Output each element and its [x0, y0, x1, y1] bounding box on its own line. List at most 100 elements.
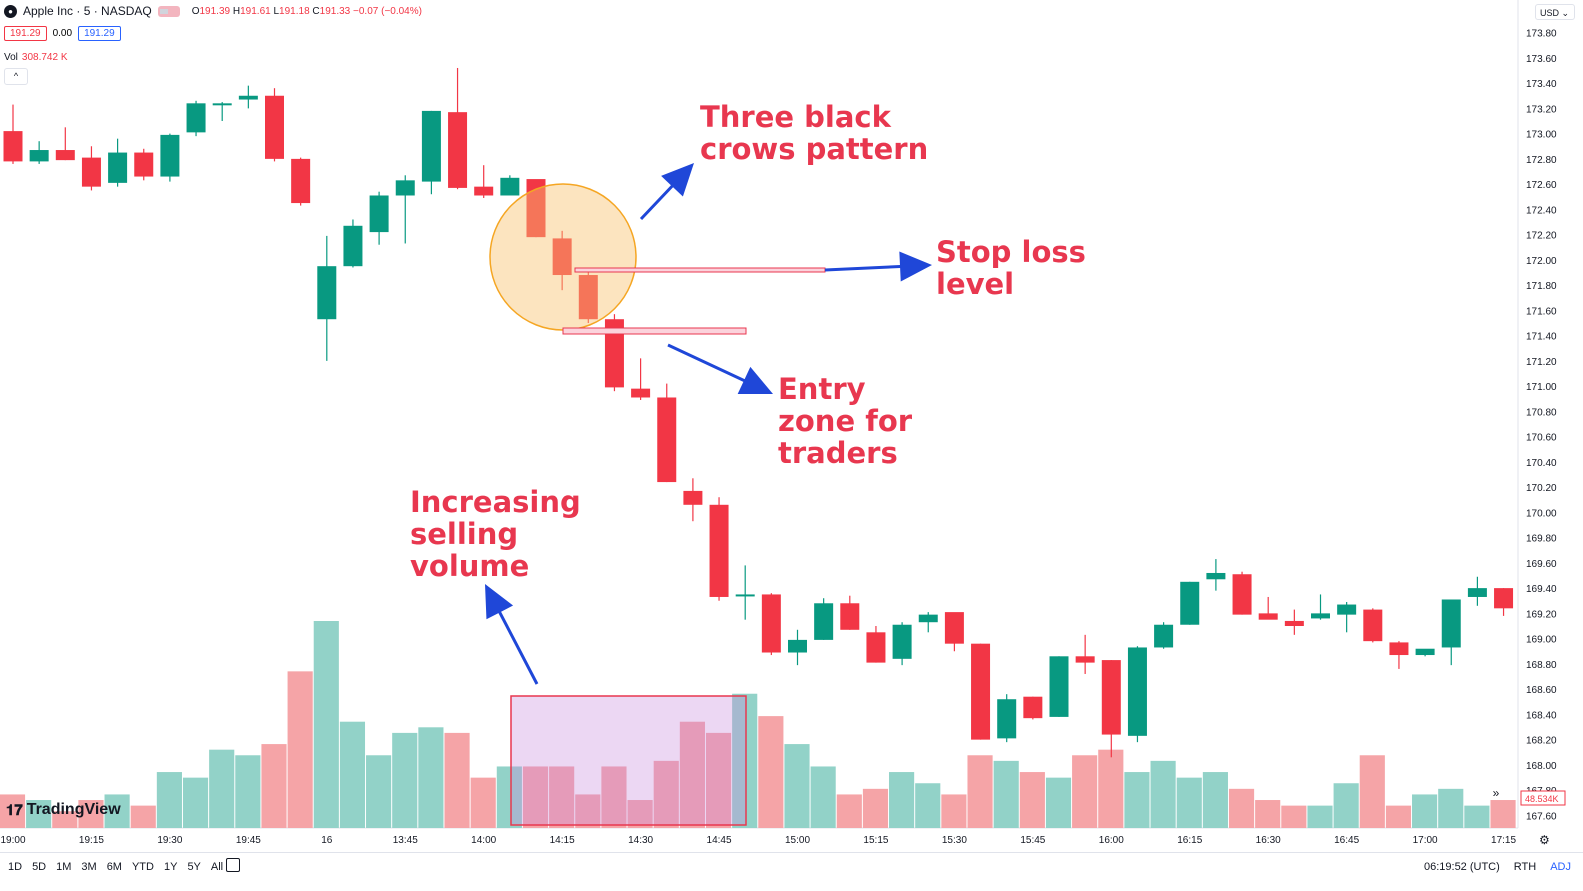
y-tick-label: 169.80 — [1526, 534, 1557, 545]
candle-body[interactable] — [29, 150, 49, 162]
candle-body[interactable] — [1311, 613, 1330, 619]
candle-body[interactable] — [1049, 656, 1069, 717]
candle-body[interactable] — [3, 131, 23, 162]
candle-body[interactable] — [500, 177, 520, 196]
candle-body[interactable] — [1206, 572, 1226, 580]
candle-body[interactable] — [1337, 604, 1357, 615]
candle-body[interactable] — [971, 643, 991, 740]
y-tick-label: 171.60 — [1526, 306, 1557, 317]
x-tick-label: 19:15 — [79, 835, 104, 846]
candle-body[interactable] — [421, 110, 441, 182]
candle-body[interactable] — [1441, 599, 1461, 648]
candle-body[interactable] — [788, 639, 807, 653]
candle-body[interactable] — [1154, 624, 1174, 648]
scroll-to-realtime-button[interactable]: » — [1492, 786, 1500, 800]
candle-body[interactable] — [474, 186, 494, 196]
candle-body[interactable] — [552, 238, 572, 276]
candle-body[interactable] — [1127, 647, 1147, 736]
candle-body[interactable] — [1363, 609, 1383, 642]
volume-bar — [679, 721, 705, 828]
candle-body[interactable] — [1023, 696, 1043, 719]
candle-body[interactable] — [709, 504, 729, 597]
candle-body[interactable] — [448, 112, 468, 188]
candle-body[interactable] — [814, 603, 834, 640]
range-all[interactable]: All — [210, 861, 224, 873]
currency-select[interactable]: USD ⌄ — [1535, 4, 1575, 20]
candle-body[interactable] — [291, 158, 311, 204]
candle-body[interactable] — [892, 624, 912, 659]
candle-body[interactable] — [683, 490, 703, 505]
tradingview-logo: 𝟏𝟕 TradingView — [6, 801, 121, 819]
candle-body[interactable] — [1389, 642, 1409, 656]
gear-icon[interactable]: ⚙ — [1539, 833, 1550, 847]
volume-bar — [1124, 772, 1150, 828]
volume-bar — [601, 766, 627, 828]
y-tick-label: 168.20 — [1526, 736, 1557, 747]
range-6m[interactable]: 6M — [106, 861, 122, 873]
y-tick-label: 169.00 — [1526, 635, 1557, 646]
collapse-legend-button[interactable]: ^ — [4, 68, 28, 85]
session-toggle[interactable]: RTH — [1513, 861, 1537, 873]
candle-body[interactable] — [395, 180, 415, 196]
range-1y[interactable]: 1Y — [163, 861, 178, 873]
buy-price-button[interactable]: 191.29 — [78, 26, 121, 41]
candle-body[interactable] — [918, 614, 938, 623]
market-status-icon[interactable] — [157, 5, 180, 17]
candle-body[interactable] — [657, 397, 677, 483]
candle-body[interactable] — [238, 95, 258, 100]
range-ytd[interactable]: YTD — [131, 861, 154, 873]
volume-bar — [287, 671, 313, 828]
adjust-toggle[interactable]: ADJ — [1550, 861, 1571, 873]
candle-body[interactable] — [55, 150, 75, 161]
volume-bar — [836, 794, 862, 828]
candle-body[interactable] — [631, 388, 651, 398]
chevron-up-icon: ^ — [13, 71, 19, 81]
range-3m[interactable]: 3M — [81, 861, 97, 873]
volume-bar — [444, 732, 470, 828]
sell-price-button[interactable]: 191.29 — [4, 26, 47, 41]
price-chart[interactable]: 173.80 173.60 173.40 173.20 173.00 172.80 172.… — [0, 0, 1583, 852]
candle-body[interactable] — [735, 594, 755, 597]
x-tick-label: 16 — [321, 835, 333, 846]
candle-body[interactable] — [578, 275, 598, 320]
candle-body[interactable] — [343, 225, 363, 267]
x-tick-label: 15:00 — [785, 835, 810, 846]
candle-body[interactable] — [1467, 588, 1487, 597]
clock-time[interactable]: 06:19:52 (UTC) — [1423, 861, 1500, 873]
candle-body[interactable] — [369, 195, 389, 233]
stop-loss-line — [574, 267, 826, 273]
calendar-icon[interactable] — [226, 858, 240, 872]
candle-body[interactable] — [212, 103, 232, 106]
candle-body[interactable] — [108, 152, 128, 183]
candle-body[interactable] — [1075, 656, 1095, 663]
candle-body[interactable] — [160, 134, 180, 177]
candle-body[interactable] — [81, 157, 101, 187]
candle-body[interactable] — [604, 319, 624, 388]
candle-body[interactable] — [944, 612, 964, 644]
candle-body[interactable] — [317, 266, 337, 320]
candle-body[interactable] — [1232, 574, 1252, 615]
candle-body[interactable] — [1494, 588, 1514, 609]
candle-body[interactable] — [840, 603, 860, 630]
candle-body[interactable] — [866, 632, 886, 663]
range-5y[interactable]: 5Y — [187, 861, 201, 873]
candle-body[interactable] — [526, 179, 546, 238]
candle-body[interactable] — [186, 103, 206, 133]
symbol-title[interactable]: Apple Inc · 5 · NASDAQ — [23, 4, 152, 18]
candle-body[interactable] — [1284, 620, 1304, 626]
volume-bar — [1150, 760, 1176, 828]
y-tick-label: 173.80 — [1526, 29, 1557, 40]
candle-body[interactable] — [997, 699, 1017, 739]
candle-body[interactable] — [134, 152, 154, 177]
candle-body[interactable] — [761, 594, 781, 653]
range-5d[interactable]: 5D — [32, 861, 47, 873]
range-1m[interactable]: 1M — [56, 861, 72, 873]
range-1d[interactable]: 1D — [8, 861, 23, 873]
candle-body[interactable] — [265, 95, 284, 159]
candle-body[interactable] — [1180, 581, 1200, 625]
y-tick-label: 169.20 — [1526, 609, 1557, 620]
candle-body[interactable] — [1258, 613, 1278, 620]
candle-body[interactable] — [1415, 648, 1435, 656]
candle-body[interactable] — [1101, 660, 1121, 735]
